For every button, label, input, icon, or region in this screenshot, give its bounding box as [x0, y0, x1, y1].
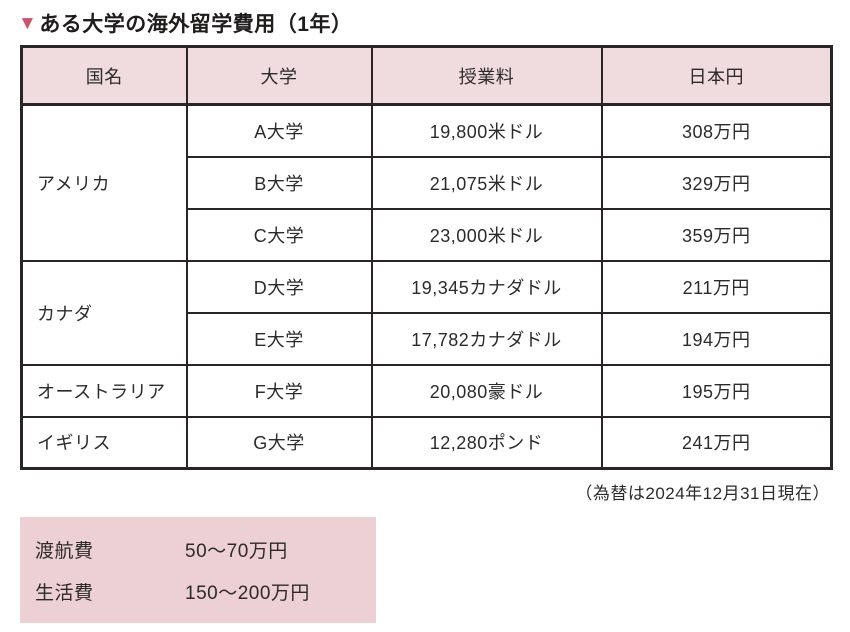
cost-value: 150～200万円 — [185, 582, 310, 604]
yen-cell: 329万円 — [600, 155, 833, 210]
table-row: オーストラリア F大学 20,080豪ドル 195万円 — [20, 363, 833, 418]
yen-cell: 194万円 — [600, 311, 833, 366]
header-university: 大学 — [185, 45, 373, 106]
table-row: E大学 17,782カナダドル 194万円 — [22, 311, 833, 366]
table-row: カナダ D大学 19,345カナダドル 211万円 — [20, 259, 833, 366]
triangle-marker-icon: ▼ — [18, 12, 38, 34]
additional-cost-box: 渡航費 50～70万円生活費 150～200万円 — [20, 517, 376, 623]
country-cell: カナダ — [20, 259, 188, 366]
table-row: C大学 23,000米ドル 359万円 — [22, 207, 833, 262]
study-fee-table: 国名 大学 授業料 日本円 アメリカ A大学 19,800米ドル 308万円 B大学 21… — [20, 45, 833, 470]
country-cell: イギリス — [20, 415, 188, 470]
cost-label: 生活費 — [35, 582, 94, 604]
page-title: ▼ ある大学の海外留学費用（1年） — [18, 8, 850, 38]
university-cell: D大学 — [185, 259, 373, 314]
page-title-text: ある大学の海外留学費用（1年） — [39, 13, 353, 36]
table-header: 国名 大学 授業料 日本円 — [20, 45, 833, 106]
tuition-cell: 19,345カナダドル — [370, 259, 603, 314]
tuition-cell: 17,782カナダドル — [370, 311, 603, 366]
tuition-cell: 12,280ポンド — [370, 415, 603, 470]
yen-cell: 308万円 — [600, 103, 833, 158]
university-cell: G大学 — [185, 415, 373, 470]
table-row: B大学 21,075米ドル 329万円 — [22, 155, 833, 210]
university-cell: C大学 — [185, 207, 373, 262]
cost-row: 生活費 150～200万円 — [20, 570, 376, 612]
university-cell: A大学 — [185, 103, 373, 158]
tuition-cell: 23,000米ドル — [370, 207, 603, 262]
header-row: 国名 大学 授業料 日本円 — [20, 45, 833, 106]
cost-label: 渡航費 — [35, 540, 94, 562]
tuition-cell: 20,080豪ドル — [370, 363, 603, 418]
table-body: アメリカ A大学 19,800米ドル 308万円 B大学 21,075米ドル 329万円 C大… — [20, 103, 833, 470]
yen-cell: 211万円 — [600, 259, 833, 314]
yen-cell: 359万円 — [600, 207, 833, 262]
tuition-cell: 19,800米ドル — [370, 103, 603, 158]
exchange-rate-note: （為替は2024年12月31日現在） — [575, 484, 830, 503]
university-cell: B大学 — [185, 155, 373, 210]
cost-row: 渡航費 50～70万円 — [20, 528, 376, 570]
yen-cell: 241万円 — [600, 415, 833, 470]
cost-value: 50～70万円 — [185, 540, 288, 562]
country-cell: アメリカ — [20, 103, 188, 262]
header-country: 国名 — [20, 45, 188, 106]
yen-cell: 195万円 — [600, 363, 833, 418]
country-cell: オーストラリア — [20, 363, 188, 418]
header-yen: 日本円 — [600, 45, 833, 106]
tuition-cell: 21,075米ドル — [370, 155, 603, 210]
header-tuition: 授業料 — [370, 45, 603, 106]
table-row: イギリス G大学 12,280ポンド 241万円 — [20, 415, 833, 470]
university-cell: E大学 — [185, 311, 373, 366]
table-row: アメリカ A大学 19,800米ドル 308万円 — [20, 103, 833, 262]
university-cell: F大学 — [185, 363, 373, 418]
